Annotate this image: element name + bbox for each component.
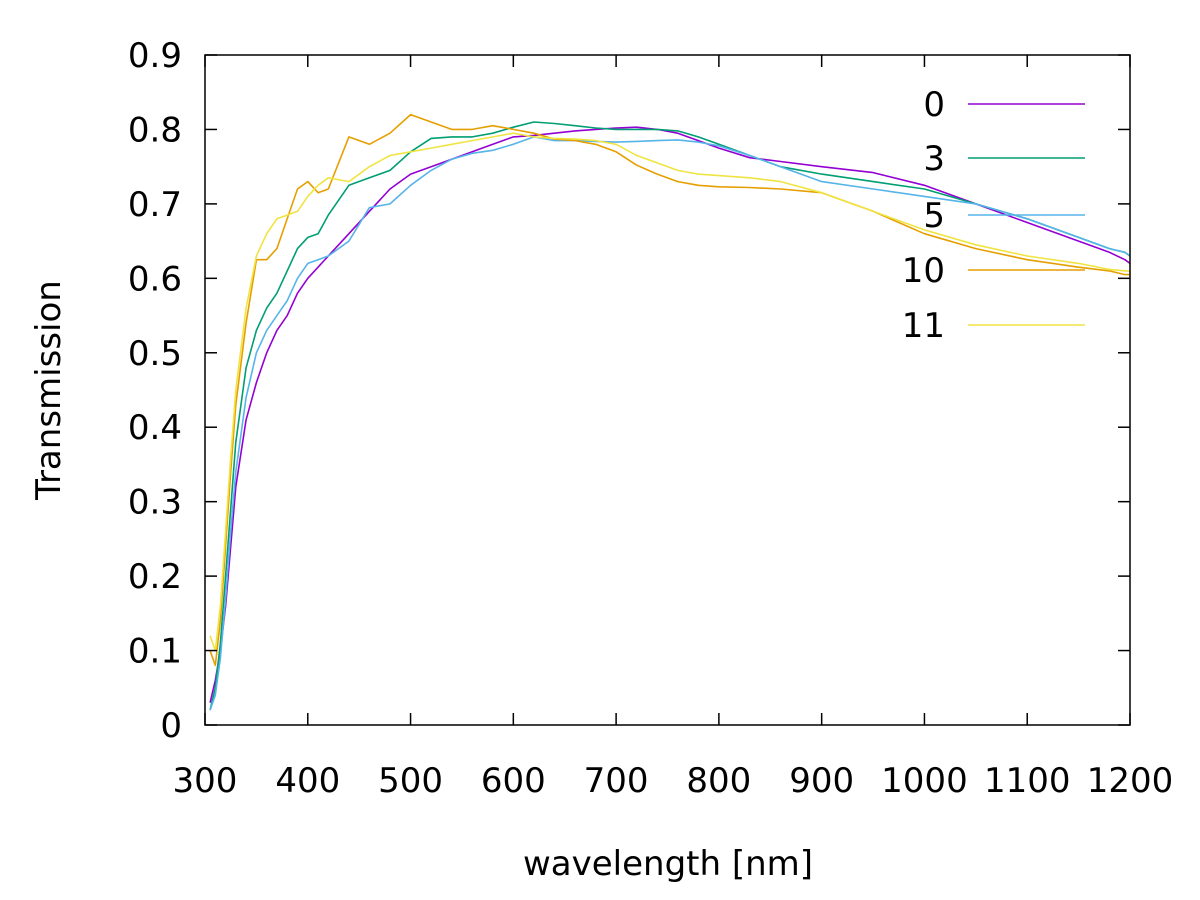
x-tick-label: 300 (173, 761, 238, 801)
y-tick-label: 0.6 (128, 259, 182, 299)
y-tick-label: 0 (160, 706, 182, 746)
x-tick-label: 500 (378, 761, 443, 801)
plot-frame (204, 54, 1131, 726)
y-tick-label: 0.2 (128, 557, 182, 597)
x-tick-label: 800 (686, 761, 751, 801)
x-tick-label: 700 (584, 761, 649, 801)
y-tick-label: 0.7 (128, 185, 182, 225)
series-line-11 (209, 132, 1130, 652)
x-tick-label: 1000 (881, 761, 968, 801)
y-axis-title: Transmission (29, 280, 69, 501)
y-tick-label: 0.5 (128, 334, 182, 374)
y-tick-label: 0.3 (128, 483, 182, 523)
series-lines (209, 113, 1131, 711)
x-tick-label: 1100 (984, 761, 1071, 801)
legend-label-3: 3 (923, 139, 945, 179)
legend-label-5: 5 (923, 196, 945, 236)
y-tick-label: 0.9 (128, 36, 182, 76)
legend-label-10: 10 (902, 251, 945, 291)
x-tick-label: 1200 (1087, 761, 1174, 801)
legend: 0 3 5 10 11 (902, 85, 1085, 346)
x-tick-label: 600 (481, 761, 546, 801)
y-tick-label: 0.1 (128, 632, 182, 672)
series-line-0 (209, 126, 1131, 703)
y-tick-label: 0.8 (128, 110, 182, 150)
series-line-5 (209, 136, 1131, 711)
x-axis-title: wavelength [nm] (523, 844, 813, 884)
y-tick-label: 0.4 (128, 408, 182, 448)
series-line-3 (209, 121, 1131, 711)
legend-label-0: 0 (923, 85, 945, 125)
series-line-10 (209, 113, 1130, 667)
legend-label-11: 11 (902, 306, 945, 346)
x-tick-label: 400 (275, 761, 340, 801)
axis-ticks: 300 400 500 600 700 800 900 1000 1100 1200 0 0.1 0.2… (128, 36, 1173, 801)
x-tick-label: 900 (789, 761, 854, 801)
